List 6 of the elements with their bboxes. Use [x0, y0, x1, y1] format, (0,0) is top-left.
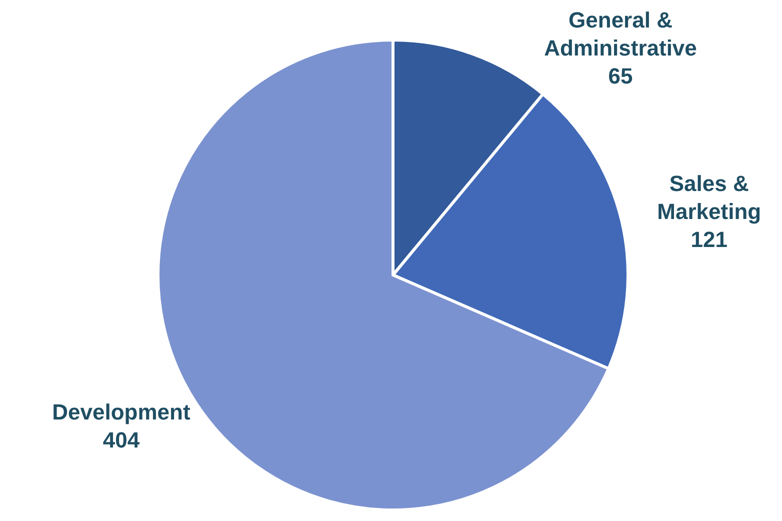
slice-label: Sales & Marketing [657, 170, 762, 224]
data-label: 65 [608, 64, 633, 89]
data-label: 404 [102, 428, 140, 452]
slice-label: Development [52, 400, 191, 424]
slice-label: General & Administrative [544, 8, 697, 61]
data-label: 121 [690, 226, 728, 252]
